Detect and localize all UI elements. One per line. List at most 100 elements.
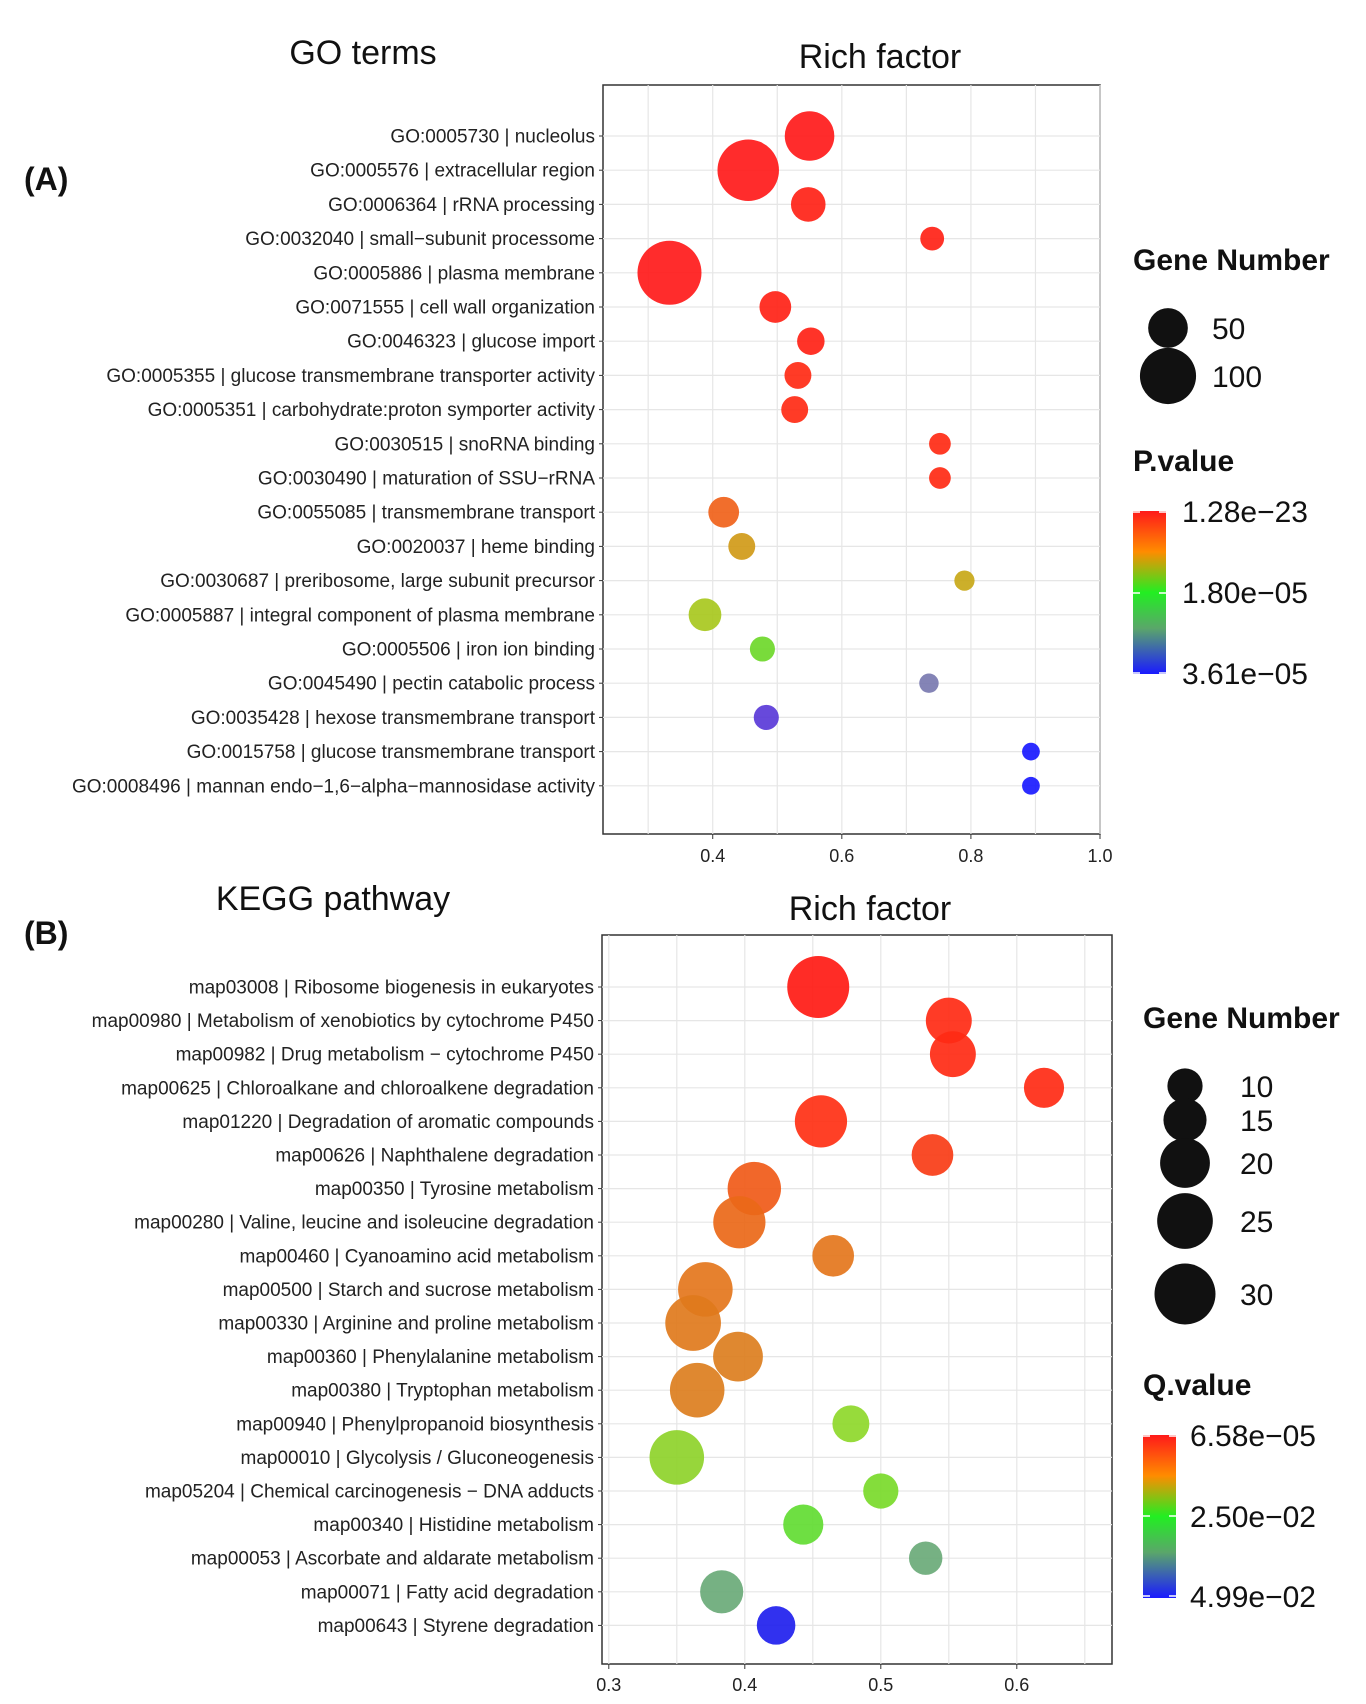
panel-b-colorbar-label-high: 6.58e−05 — [1190, 1420, 1316, 1453]
panel-b-color-legend: Q.value 6.58e−05 2.50e−02 4.99e−02 — [1143, 1369, 1316, 1614]
panel-a-term-label: GO:0046323 | glucose import — [347, 332, 596, 353]
panel-a-x-tick-label: 1.0 — [1087, 846, 1112, 866]
panel-a-color-legend: P.value 1.28e−23 1.80e−05 3.61e−05 — [1133, 445, 1308, 691]
panel-b-point — [911, 1134, 954, 1176]
panel-b-size-legend-title: Gene Number — [1143, 1002, 1340, 1035]
panel-a-size-legend-dot — [1139, 347, 1197, 405]
panel-b-point — [649, 1430, 705, 1485]
panel-b-point — [713, 1331, 763, 1382]
panel-b-point — [832, 1405, 870, 1443]
panel-a-label: (A) — [24, 161, 68, 197]
panel-b-point — [713, 1196, 766, 1249]
panel-a-colorbar-label-low: 3.61e−05 — [1182, 658, 1308, 691]
panel-a-point — [1022, 742, 1040, 761]
panel-a-size-legend-dot — [1148, 308, 1188, 348]
panel-a-term-label: GO:0032040 | small−subunit processome — [245, 229, 595, 250]
panel-b-point — [665, 1295, 721, 1351]
panel-b-term-label: map00010 | Glycolysis / Gluconeogenesis — [241, 1448, 594, 1469]
panel-b-size-legend-dot — [1163, 1098, 1207, 1142]
panel-b-grid — [598, 935, 1112, 1664]
panel-b-point — [863, 1473, 899, 1509]
panel-a-term-label: GO:0045490 | pectin catabolic process — [268, 674, 595, 695]
panel-b-size-legend-label: 30 — [1240, 1279, 1273, 1312]
panel-b-term-label: map00350 | Tyrosine metabolism — [315, 1179, 594, 1200]
panel-a-point — [753, 704, 779, 730]
panel-a-point — [920, 226, 945, 251]
panel-a-point — [1022, 776, 1040, 795]
panel-b-term-label: map00625 | Chloroalkane and chloroalkene… — [121, 1078, 594, 1099]
panel-a-term-label: GO:0008496 | mannan endo−1,6−alpha−manno… — [72, 776, 596, 797]
panel-b-term-label: map00980 | Metabolism of xenobiotics by … — [92, 1011, 594, 1032]
panel-a-term-label: GO:0030490 | maturation of SSU−rRNA — [258, 469, 595, 490]
panel-a-x-tick-label: 0.8 — [958, 846, 983, 866]
panel-b-size-legend-dot — [1167, 1068, 1203, 1104]
panel-b-rich-factor-label: Rich factor — [789, 890, 952, 928]
panel-b-term-label: map00626 | Naphthalene degradation — [275, 1146, 594, 1167]
panel-a-colorbar-label-high: 1.28e−23 — [1182, 496, 1308, 529]
panel-a-size-legend-label: 100 — [1212, 361, 1262, 394]
panel-a-point — [919, 673, 939, 693]
panel-a-term-label: GO:0030515 | snoRNA binding — [334, 434, 595, 455]
panel-b-point — [669, 1362, 725, 1418]
panel-b-x-tick-label: 0.6 — [1004, 1675, 1029, 1695]
panel-a-point — [781, 396, 809, 424]
panel-b-size-legend-dot — [1157, 1193, 1213, 1249]
panel-b-size-legend-dot — [1154, 1263, 1216, 1325]
panel-a-term-label: GO:0005576 | extracellular region — [310, 161, 595, 182]
panel-a-point — [790, 187, 826, 222]
panel-a-point — [784, 361, 812, 389]
panel-a-term-labels: GO:0005730 | nucleolus GO:0005576 | extra… — [72, 127, 596, 798]
panel-a-term-label: GO:0005351 | carbohydrate:proton symport… — [148, 400, 596, 421]
panel-a-rich-factor-label: Rich factor — [799, 38, 962, 76]
panel-a-section-title: GO terms — [289, 34, 436, 72]
panel-a-color-legend-title: P.value — [1133, 445, 1234, 478]
panel-a-point — [929, 467, 951, 489]
panel-a-point — [749, 636, 775, 662]
panel-b-x-ticks: 0.3 0.4 0.5 0.6 — [596, 1664, 1029, 1695]
panel-a-colorbar-label-mid: 1.80e−05 — [1182, 577, 1308, 610]
panel-a-point — [797, 327, 825, 355]
panel-a-point — [637, 240, 702, 305]
panel-a-point — [954, 570, 975, 591]
panel-b-term-label: map00500 | Starch and sucrose metabolism — [223, 1280, 594, 1301]
panel-a-term-label: GO:0020037 | heme binding — [357, 537, 595, 558]
panel-b-term-label: map00330 | Arginine and proline metaboli… — [218, 1314, 594, 1335]
panel-a-plot-frame — [602, 84, 1101, 835]
panel-b-points — [649, 956, 1065, 1645]
panel-a-term-label: GO:0005355 | glucose transmembrane trans… — [106, 366, 595, 387]
panel-a-term-label: GO:0055085 | transmembrane transport — [257, 503, 595, 524]
panel-b-colorbar-label-mid: 2.50e−02 — [1190, 1501, 1316, 1534]
panel-b-size-legend-label: 10 — [1240, 1071, 1273, 1104]
panel-a-grid — [599, 85, 1101, 834]
panel-b-term-label: map00071 | Fatty acid degradation — [301, 1582, 594, 1603]
panel-a-size-legend-title: Gene Number — [1133, 244, 1330, 277]
panel-a-point — [717, 139, 779, 201]
panel-a-term-label: GO:0005887 | integral component of plasm… — [125, 605, 595, 626]
panel-b-point — [787, 956, 850, 1018]
panel-a-point — [759, 291, 792, 323]
panel-a-size-legend-label: 50 — [1212, 313, 1245, 346]
panel-b-term-label: map03008 | Ribosome biogenesis in eukary… — [189, 978, 594, 999]
panel-b-size-legend-dot — [1160, 1138, 1210, 1188]
panel-a-points — [637, 111, 1040, 795]
panel-b-term-label: map00982 | Drug metabolism − cytochrome … — [176, 1045, 594, 1066]
panel-b-point — [700, 1570, 744, 1614]
panel-a-point — [688, 598, 722, 632]
panel-b-term-label: map00643 | Styrene degradation — [318, 1616, 594, 1637]
panel-b-label: (B) — [24, 915, 68, 951]
panel-b-term-label: map00340 | Histidine metabolism — [313, 1515, 594, 1536]
panel-b-term-label: map00053 | Ascorbate and aldarate metabo… — [191, 1549, 594, 1570]
panel-b-x-tick-label: 0.5 — [868, 1675, 893, 1695]
panel-b-size-legend-label: 15 — [1240, 1105, 1273, 1138]
panel-b-point — [908, 1541, 943, 1575]
panel-b-point — [925, 997, 972, 1044]
panel-a-term-label: GO:0071555 | cell wall organization — [295, 298, 595, 319]
panel-a-x-tick-label: 0.4 — [700, 846, 725, 866]
panel-b-size-legend-label: 25 — [1240, 1206, 1273, 1239]
panel-b-term-label: map05204 | Chemical carcinogenesis − DNA… — [145, 1482, 594, 1503]
panel-b-point — [756, 1606, 796, 1645]
panel-b-colorbar-label-low: 4.99e−02 — [1190, 1581, 1316, 1614]
panel-a-size-legend: Gene Number 50 100 — [1133, 244, 1330, 405]
